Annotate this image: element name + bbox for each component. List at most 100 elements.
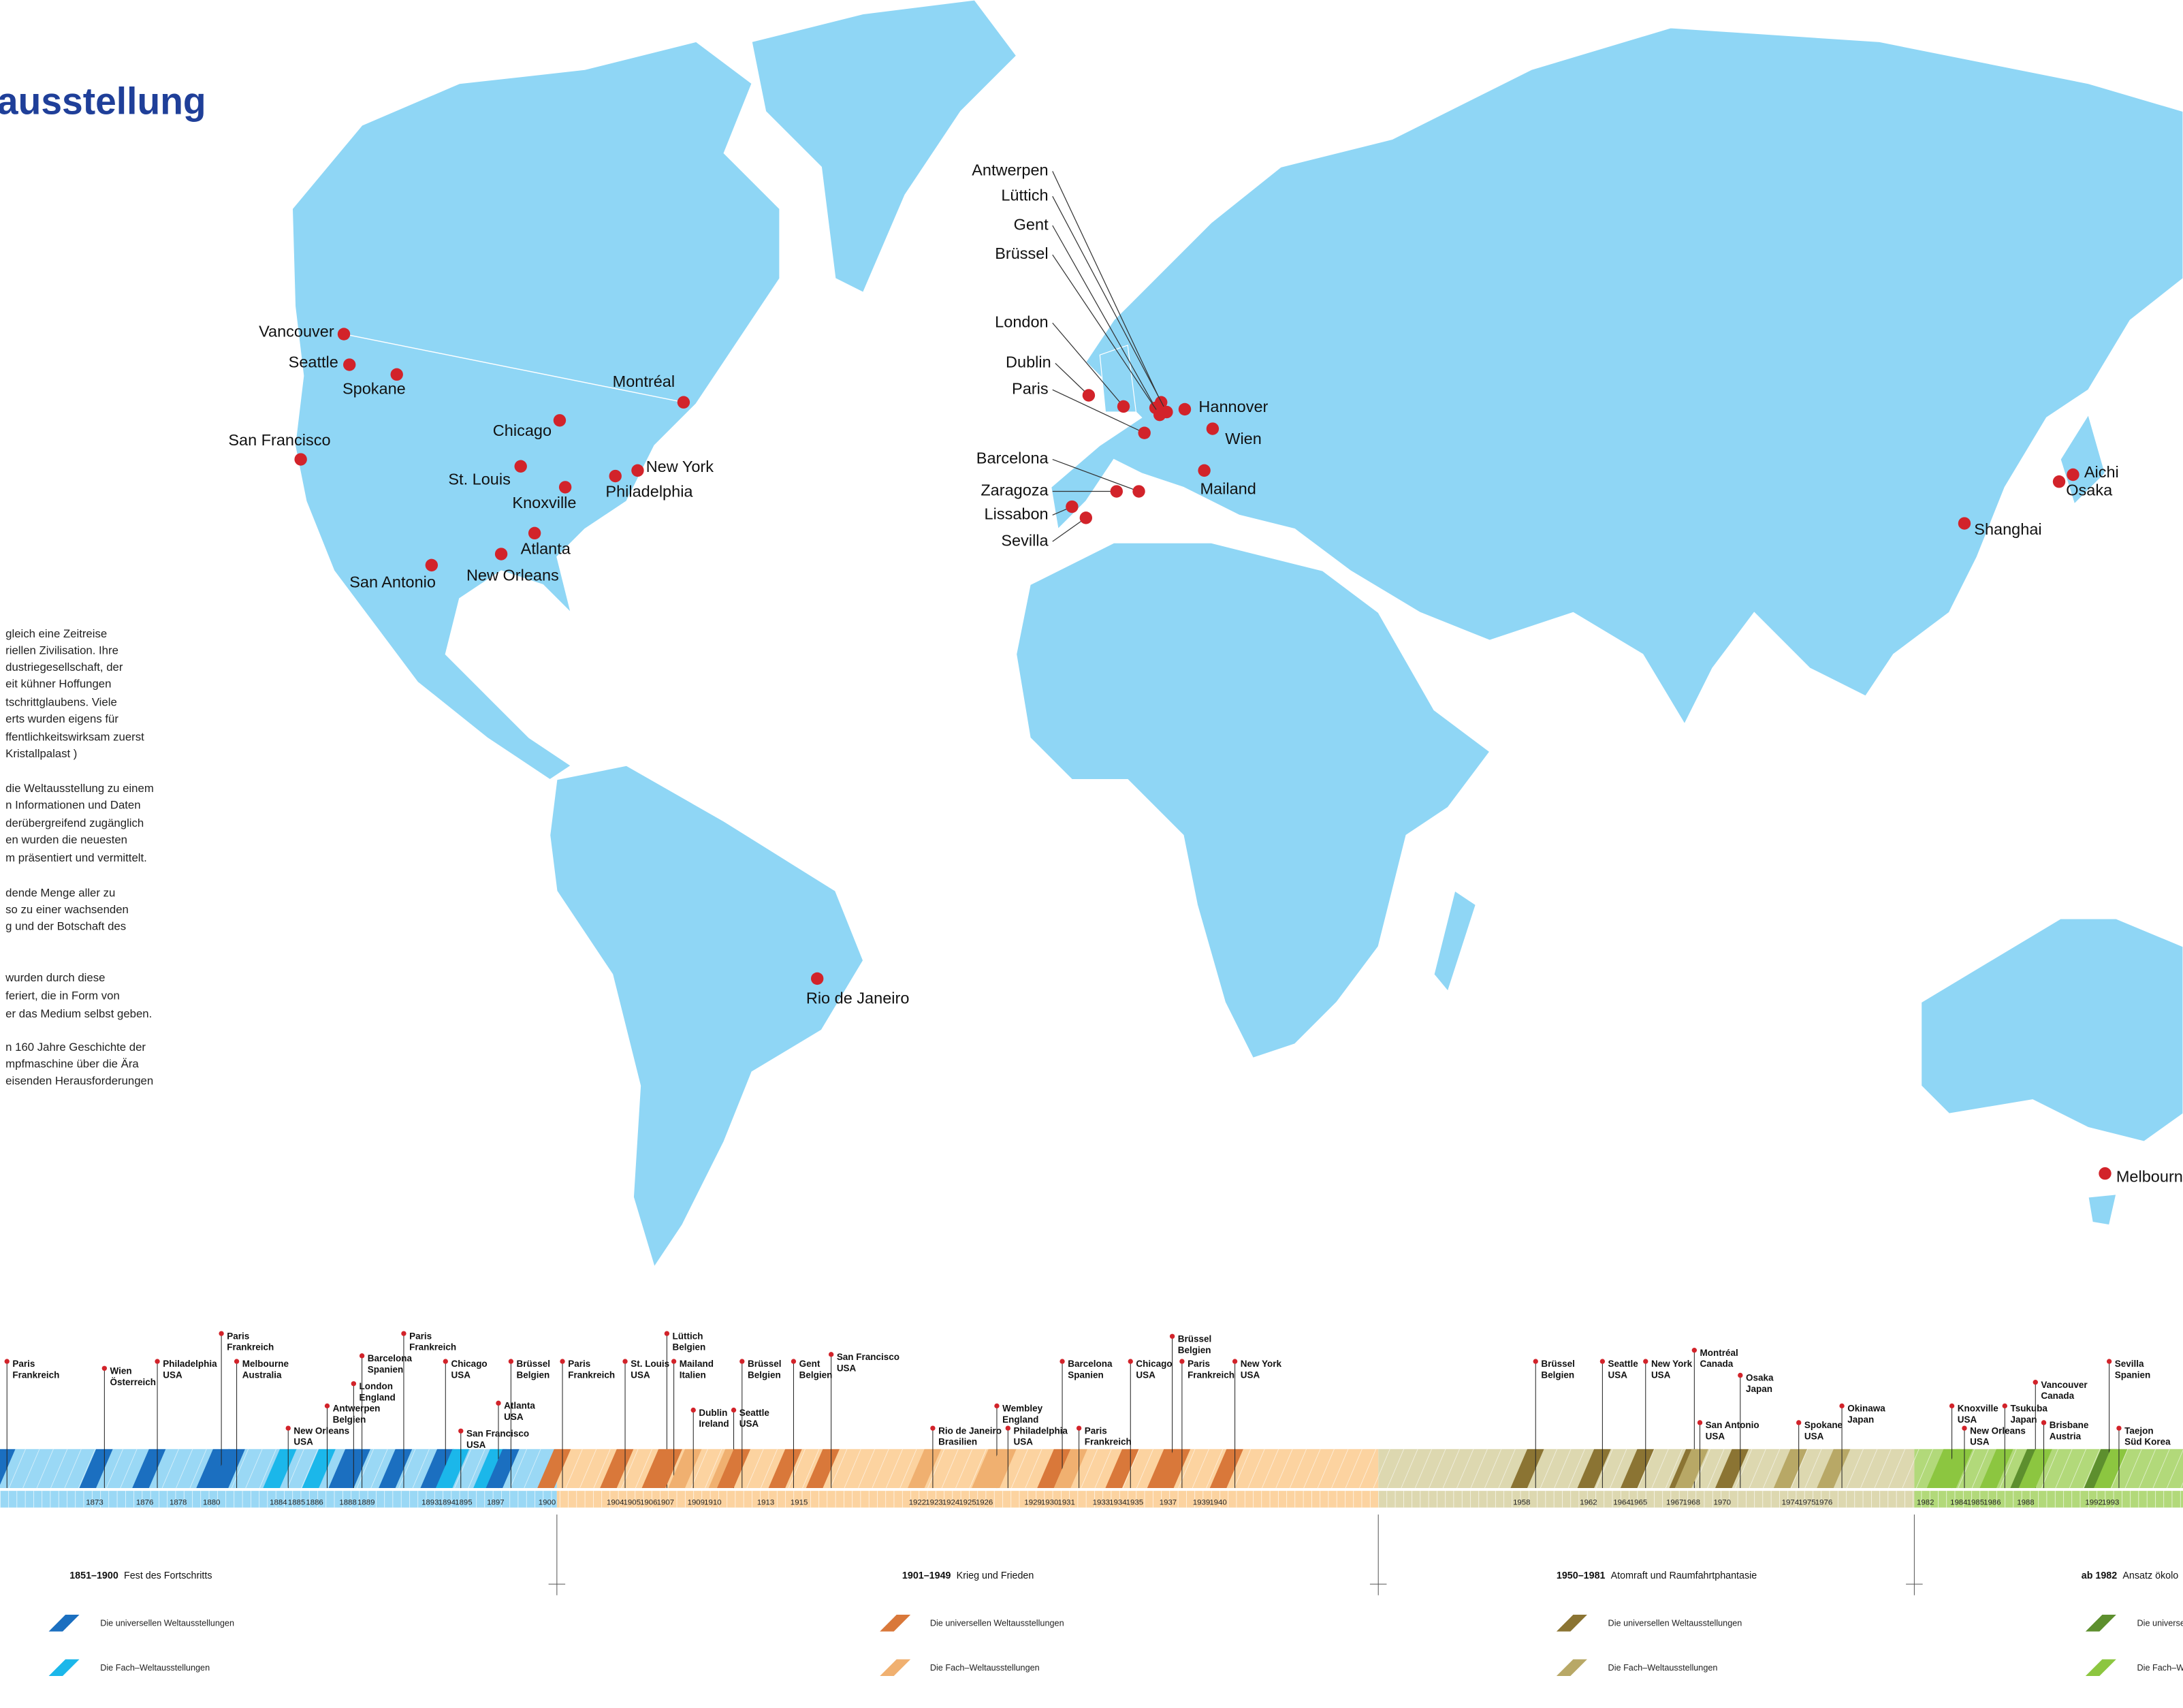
year-label: 1873 — [86, 1499, 103, 1507]
year-label: 1876 — [136, 1499, 153, 1507]
legend-label: Die universellen Weltausstellungen — [930, 1618, 1064, 1628]
year-label: 1888 — [339, 1499, 356, 1507]
city-label: London — [995, 313, 1048, 330]
event-city: Chicago — [1136, 1359, 1172, 1369]
leader-line — [1052, 195, 1167, 413]
pin-head — [1949, 1403, 1955, 1409]
event-country: USA — [1970, 1437, 1990, 1447]
event-country: Canada — [1700, 1359, 1734, 1369]
event-city: Paris — [227, 1331, 249, 1341]
event-city: Wembley — [1002, 1404, 1042, 1414]
pin-head — [2106, 1359, 2112, 1364]
north-america — [291, 41, 780, 780]
year-label: 1929 — [1024, 1499, 1041, 1507]
city-dot — [1153, 408, 1166, 422]
legend-swatch — [48, 1615, 80, 1632]
pin-head — [664, 1331, 670, 1336]
pin-head — [1179, 1359, 1185, 1364]
pin-head — [2033, 1380, 2038, 1385]
intro-line: eisenden Herausforderungen — [5, 1074, 153, 1087]
event-city: Brüssel — [748, 1359, 781, 1369]
intro-line: feriert, die in Form von — [5, 990, 120, 1002]
year-label: 1926 — [976, 1499, 993, 1507]
leader-line — [1052, 254, 1160, 415]
tasmania — [2088, 1194, 2117, 1226]
legend-label: Die universelle — [2137, 1618, 2183, 1628]
year-label: 1905 — [624, 1499, 641, 1507]
pin-head — [739, 1359, 745, 1364]
pin-head — [443, 1359, 448, 1364]
pin-head — [828, 1352, 834, 1357]
year-label: 1935 — [1126, 1499, 1143, 1507]
intro-line: mpfmaschine über die Ära — [5, 1058, 139, 1071]
event-city: Wien — [110, 1365, 132, 1376]
event-country: USA — [1014, 1437, 1034, 1447]
era-name: Ansatz ökolo — [2122, 1570, 2178, 1581]
event-city: San Francisco — [837, 1352, 899, 1362]
event-city: New York — [1651, 1359, 1693, 1369]
intro-line: tschrittglaubens. Viele — [5, 695, 117, 708]
event-city: Spokane — [1804, 1420, 1843, 1430]
year-label: 1975 — [1798, 1499, 1815, 1507]
legend-label: Die Fach–We — [2137, 1663, 2183, 1673]
event-city: Paris — [12, 1359, 35, 1369]
city-dot — [343, 358, 356, 371]
event-city: Osaka — [1746, 1373, 1774, 1383]
event-country: Canada — [2041, 1391, 2074, 1401]
madagascar — [1433, 890, 1477, 992]
city-label: Hannover — [1198, 398, 1268, 415]
intro-text: gleich eine Zeitreise riellen Zivilisatio… — [5, 627, 154, 1087]
intro-line: ffentlichkeitswirksam zuerst — [5, 730, 144, 743]
city-label: Osaka — [2066, 481, 2113, 499]
pin-head — [671, 1359, 677, 1364]
year-label: 1925 — [959, 1499, 976, 1507]
intro-line: derübergreifend zugänglich — [5, 817, 144, 829]
event-city: Rio de Janeiro — [938, 1425, 1002, 1436]
year-label: 1922 — [909, 1499, 926, 1507]
event-country: USA — [293, 1437, 313, 1447]
event-city: Okinawa — [1847, 1404, 1885, 1414]
city-label: Seattle — [289, 353, 338, 371]
event-country: USA — [1804, 1432, 1824, 1442]
city-dot — [1138, 426, 1151, 439]
event-country: Spanien — [2115, 1370, 2150, 1380]
event-country: Japan — [2010, 1414, 2037, 1425]
pin-head — [560, 1359, 565, 1364]
city-dot — [514, 460, 527, 473]
year-label: 1878 — [170, 1499, 187, 1507]
event-country: USA — [1706, 1432, 1725, 1442]
pin-head — [1128, 1359, 1133, 1364]
year-label: 1904 — [607, 1499, 624, 1507]
pin-head — [1643, 1359, 1648, 1364]
pin-head — [219, 1331, 224, 1336]
event-city: New Orleans — [293, 1425, 349, 1436]
legend-swatch — [880, 1615, 911, 1632]
year-label: 1937 — [1160, 1499, 1177, 1507]
intro-line: g und der Botschaft des — [5, 919, 126, 932]
pin-head — [2116, 1425, 2122, 1431]
intro-line: n Informationen und Daten — [5, 799, 140, 812]
event-country: USA — [163, 1370, 182, 1380]
pin-head — [1796, 1420, 1802, 1425]
pin-head — [1839, 1403, 1845, 1409]
event-country: Japan — [1847, 1414, 1874, 1425]
year-label: 1958 — [1513, 1499, 1530, 1507]
legend-swatch — [880, 1659, 911, 1676]
pin-head — [690, 1407, 696, 1413]
pin-head — [496, 1400, 501, 1406]
event-city: Barcelona — [368, 1353, 413, 1363]
city-dot — [1079, 511, 1093, 524]
city-label: Dublin — [1006, 353, 1051, 371]
australia — [1920, 918, 2183, 1142]
era-name: Krieg und Frieden — [957, 1570, 1034, 1581]
intro-line: gleich eine Zeitreise — [5, 627, 107, 640]
event-country: Frankreich — [409, 1342, 456, 1353]
year-label: 1986 — [1983, 1499, 2001, 1507]
leader-line — [1052, 171, 1162, 402]
pin-head — [622, 1359, 628, 1364]
event-country: Frankreich — [1085, 1437, 1132, 1447]
pin-head — [401, 1331, 407, 1336]
year-label: 1939 — [1193, 1499, 1210, 1507]
city-dot — [2052, 475, 2066, 488]
